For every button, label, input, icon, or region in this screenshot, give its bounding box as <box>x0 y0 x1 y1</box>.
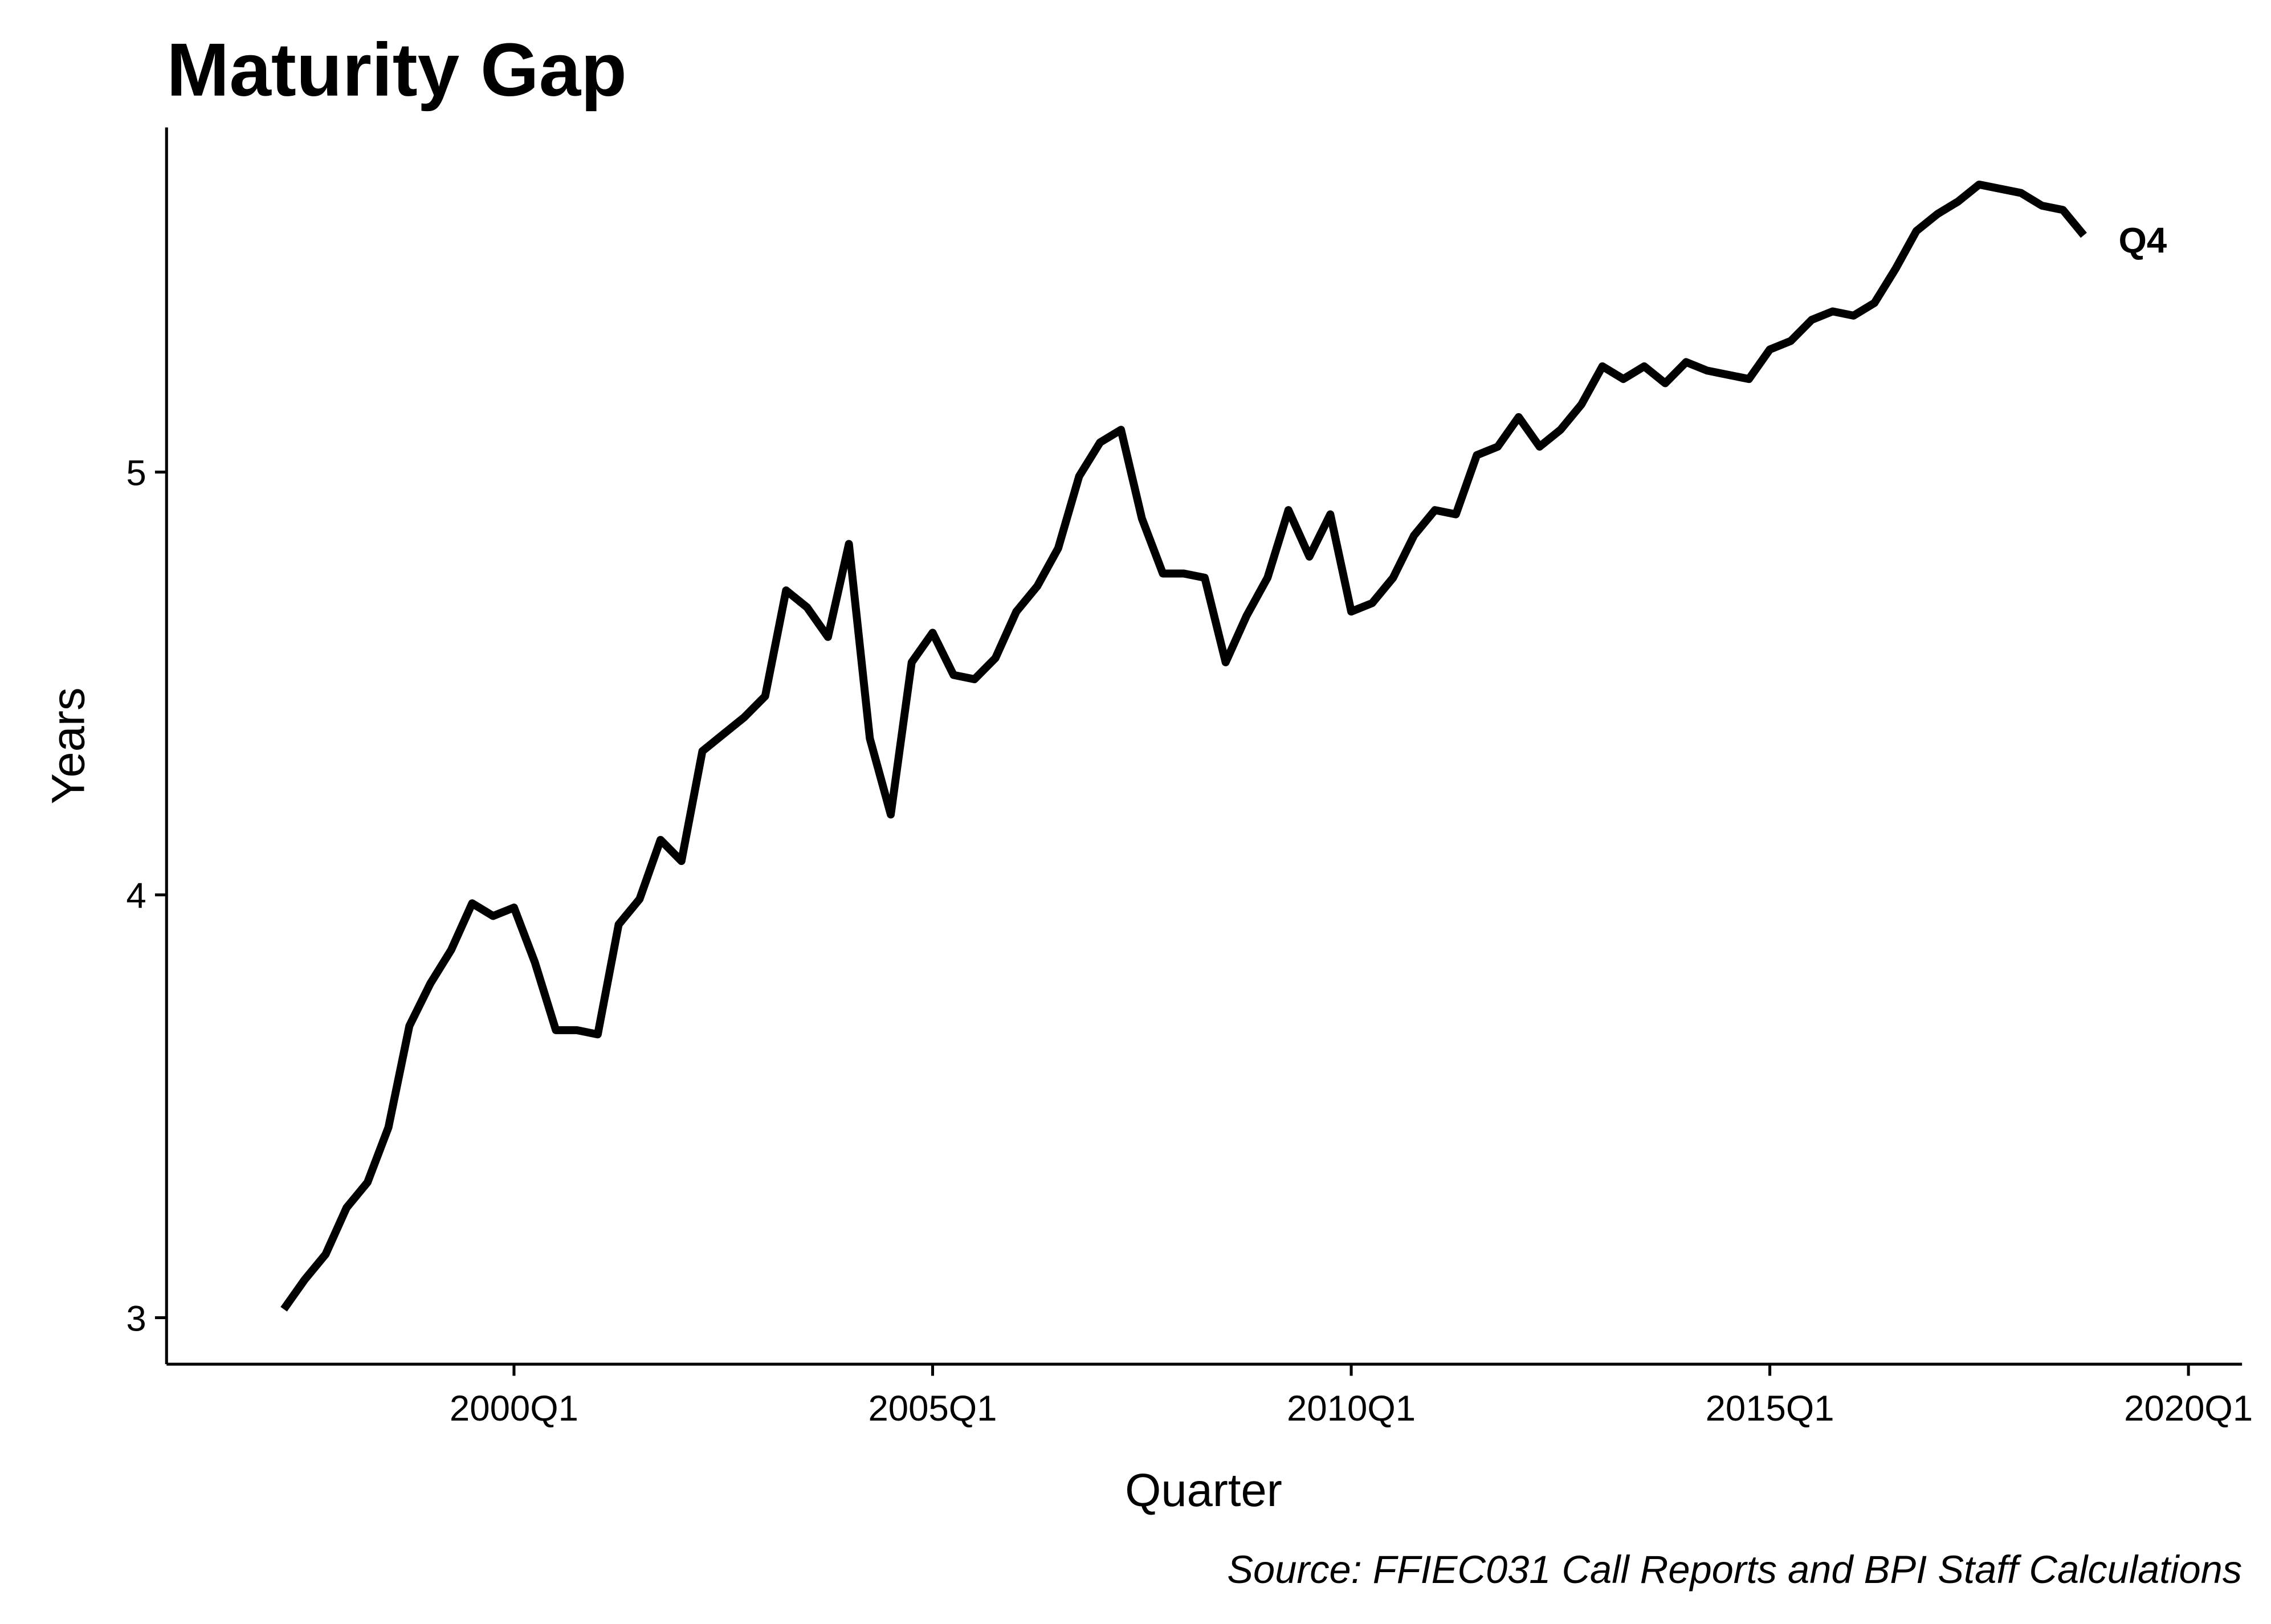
end-annotation: Q4 <box>2119 220 2167 260</box>
y-axis-title: Years <box>42 687 94 804</box>
x-tick-label: 2005Q1 <box>868 1388 997 1429</box>
y-tick-label: 4 <box>126 875 146 916</box>
data-line <box>280 180 2087 1312</box>
x-tick-label: 2015Q1 <box>1706 1388 1834 1429</box>
x-axis-title: Quarter <box>1125 1464 1282 1516</box>
x-tick-label: 2000Q1 <box>450 1388 578 1429</box>
y-tick-label: 3 <box>126 1298 146 1339</box>
chart-title: Maturity Gap <box>166 28 627 112</box>
caption: Source: FFIEC031 Call Reports and BPI St… <box>1227 1548 2242 1592</box>
x-tick-label: 2010Q1 <box>1287 1388 1416 1429</box>
x-tick-label: 2020Q1 <box>2124 1388 2253 1429</box>
y-tick-label: 5 <box>126 452 146 493</box>
